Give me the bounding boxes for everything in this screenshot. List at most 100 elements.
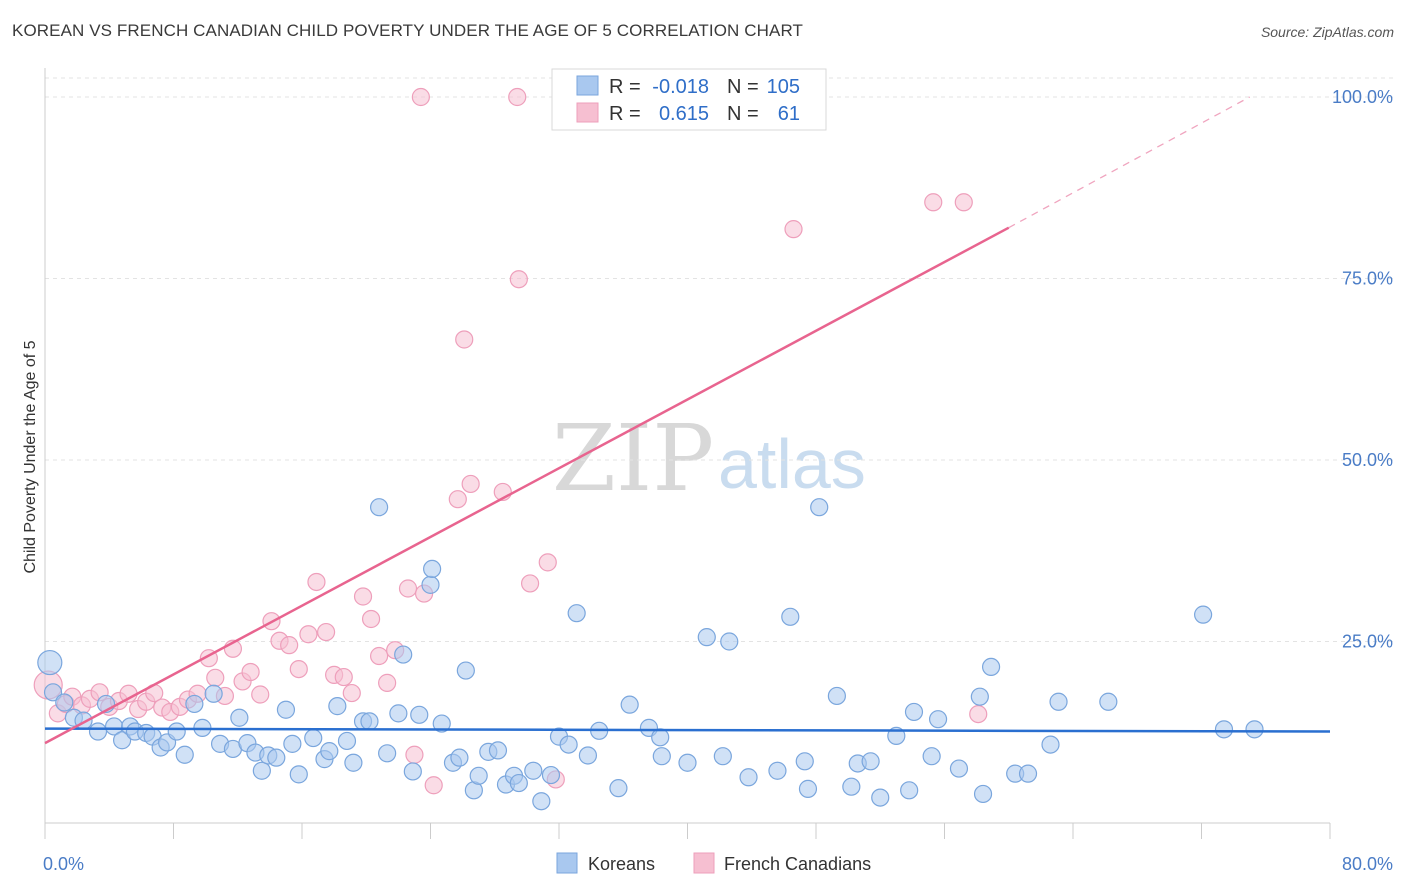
koreans-point (578, 746, 598, 765)
koreans-point (175, 745, 194, 764)
koreans-trendline (44, 727, 1331, 733)
y-tick-label-100: 100.0% (1332, 87, 1393, 107)
french-canadians-trendline (44, 226, 1010, 745)
y-axis-title: Child Poverty Under the Age of 5 (22, 340, 39, 573)
y-tick-label-75: 75.0% (1342, 269, 1393, 289)
french-canadians-point (405, 745, 424, 764)
koreans-point (403, 762, 422, 781)
french-canadians-point (924, 193, 943, 212)
koreans-point (567, 604, 586, 623)
koreans-point (713, 747, 732, 766)
koreans-point (432, 714, 451, 733)
french-canadians-point (370, 646, 389, 666)
koreans-point (559, 735, 578, 754)
koreans-point (827, 686, 846, 706)
french-canadians-point (424, 776, 443, 795)
french-canadians-point (280, 636, 299, 655)
french-canadians-point (969, 704, 988, 724)
koreans-point (276, 700, 296, 719)
french-canadians-n-label: N = (727, 103, 759, 125)
koreans-point (469, 766, 488, 785)
koreans-point (1099, 692, 1118, 711)
koreans-point (678, 753, 697, 772)
koreans-point (697, 628, 716, 647)
koreans-point (810, 498, 829, 517)
koreans-point (488, 741, 508, 760)
y-tick-label-50: 50.0% (1342, 450, 1393, 470)
french-canadians-point (509, 270, 528, 289)
french-canadians-point (538, 553, 557, 572)
stats-legend: R = -0.018 N = 105 R = 0.615 N = 61 (551, 68, 827, 131)
koreans-point (651, 728, 670, 747)
koreans-point (981, 657, 1001, 677)
series-legend: Koreans French Canadians (556, 852, 871, 874)
koreans-point (456, 661, 475, 680)
x-tick-label-max: 80.0% (1342, 854, 1393, 874)
french-canadians-legend-swatch (693, 852, 715, 874)
koreans-point (1041, 735, 1060, 754)
koreans-point (344, 753, 363, 772)
french-canadians-point (241, 662, 260, 682)
koreans-point (795, 752, 814, 771)
koreans-points (37, 498, 1264, 811)
chart-title: KOREAN VS FRENCH CANADIAN CHILD POVERTY … (12, 21, 804, 40)
koreans-point (204, 684, 223, 703)
koreans-point (410, 705, 429, 724)
koreans-point (55, 693, 74, 712)
french-canadians-r-value: 0.615 (659, 103, 709, 125)
koreans-point (370, 498, 389, 517)
french-canadians-point (448, 490, 467, 509)
koreans-point (973, 784, 993, 804)
koreans-point (230, 708, 249, 727)
french-canadians-point (398, 579, 418, 598)
koreans-point (394, 645, 413, 664)
koreans-point (337, 731, 357, 751)
koreans-point (781, 607, 800, 626)
koreans-point (37, 649, 63, 676)
koreans-point (378, 744, 397, 763)
koreans-point (652, 747, 671, 766)
gridlines (45, 77, 1395, 642)
koreans-point (283, 734, 302, 753)
koreans-point (289, 765, 308, 784)
koreans-point (871, 788, 890, 807)
koreans-point (185, 694, 204, 714)
koreans-point (904, 702, 924, 722)
french-canadians-swatch (576, 102, 599, 123)
french-canadians-point (342, 683, 361, 703)
french-canadians-point (334, 667, 353, 687)
french-canadians-point (299, 625, 318, 644)
koreans-point (949, 759, 969, 778)
koreans-point (328, 697, 347, 716)
koreans-point (620, 695, 639, 714)
koreans-point (88, 722, 108, 741)
koreans-legend-swatch (556, 852, 578, 874)
koreans-point (112, 731, 132, 750)
tick-labels: 25.0% 50.0% 75.0% 100.0% 0.0% 80.0% (43, 87, 1393, 874)
source-label: Source: ZipAtlas.com (1260, 24, 1394, 40)
french-canadians-point (378, 673, 397, 692)
x-tick-label-min: 0.0% (43, 854, 84, 874)
french-canadians-point (954, 193, 973, 212)
french-canadians-point (307, 572, 326, 592)
koreans-point (1049, 692, 1068, 711)
french-canadians-trendline-extension (1008, 96, 1250, 229)
koreans-point (532, 792, 551, 811)
koreans-point (922, 747, 941, 766)
koreans-point (320, 742, 339, 761)
french-canadians-point (289, 659, 308, 679)
french-canadians-point (361, 609, 381, 629)
french-canadians-point (251, 685, 270, 704)
koreans-point (900, 781, 919, 800)
koreans-point (970, 687, 989, 706)
y-tick-label-25: 25.0% (1342, 632, 1393, 652)
koreans-point (1018, 764, 1038, 783)
koreans-point (304, 728, 323, 748)
french-canadians-n-value: 61 (778, 103, 800, 125)
koreans-point (609, 779, 628, 798)
french-canadians-point (316, 622, 336, 642)
koreans-point (252, 761, 271, 780)
koreans-point (167, 722, 186, 741)
koreans-point (524, 761, 543, 780)
